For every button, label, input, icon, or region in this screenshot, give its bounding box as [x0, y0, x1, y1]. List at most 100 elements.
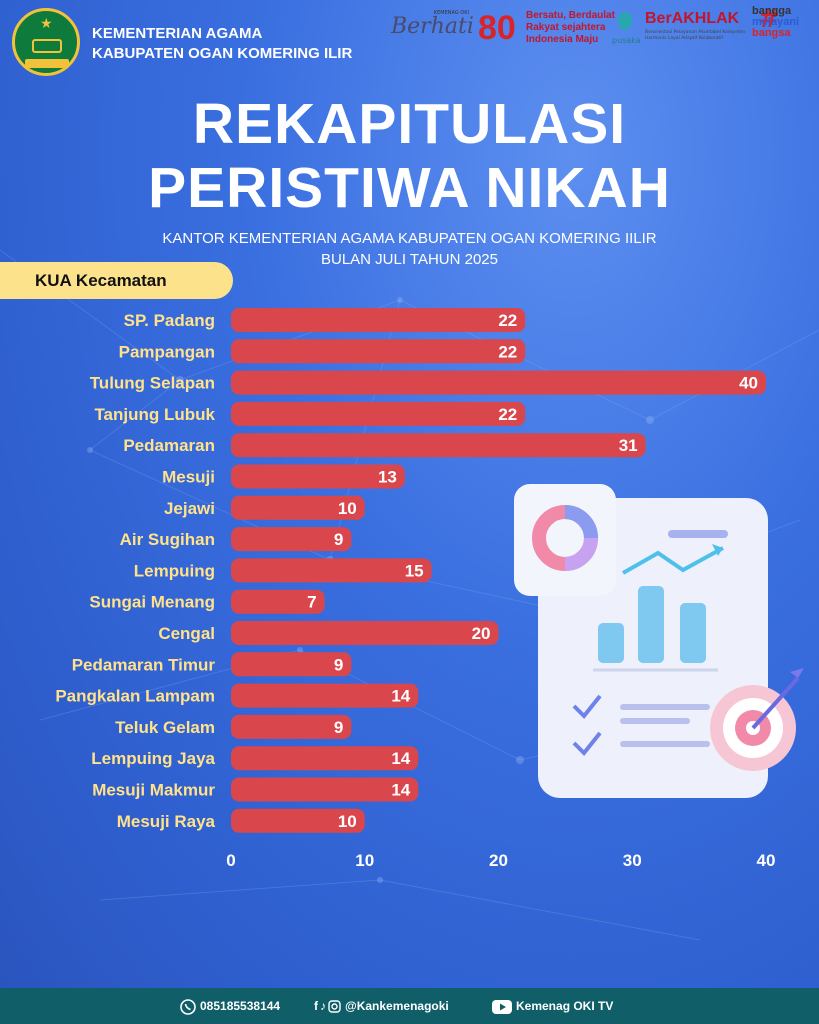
bar-value-label: 14 [391, 749, 410, 768]
mini-bar-1 [598, 623, 624, 663]
category-label: Cengal [158, 624, 215, 643]
category-label: Teluk Gelam [115, 718, 215, 737]
hashtag-icon: # [758, 4, 780, 34]
logo-ribbon [25, 59, 69, 68]
donut-chart-icon [532, 505, 598, 571]
youtube-icon [492, 999, 512, 1014]
subtitle-line-1: KANTOR KEMENTERIAN AGAMA KABUPATEN OGAN … [162, 230, 657, 247]
bar [231, 370, 766, 395]
bangga-melayani-logo: bangga melayani bangsa [752, 6, 799, 39]
footer-phone[interactable]: 085185538144 [180, 988, 280, 1024]
star-icon: ★ [40, 16, 53, 32]
whatsapp-icon [180, 999, 196, 1015]
trend-line [622, 546, 724, 575]
category-label: Jejawi [164, 499, 215, 518]
x-tick-label: 10 [355, 851, 374, 870]
footer-youtube[interactable]: Kemenag OKI TV [492, 988, 613, 1024]
book-icon [32, 39, 62, 53]
kemenag-logo: ★ [12, 8, 80, 76]
phone-number: 085185538144 [200, 999, 281, 1013]
bar [231, 777, 419, 802]
drop-icon [618, 12, 632, 30]
bangsa-word: bangsa [752, 27, 791, 39]
bar [231, 464, 405, 489]
bar [231, 339, 526, 364]
bar-value-label: 9 [334, 530, 343, 549]
title-line-1: REKAPITULASI [192, 92, 627, 156]
bar-value-label: 40 [739, 374, 758, 393]
bar [231, 683, 419, 708]
x-tick-label: 30 [623, 851, 642, 870]
x-tick-label: 20 [489, 851, 508, 870]
bar [231, 621, 499, 645]
facebook-icon: f [314, 999, 318, 1013]
bar-value-label: 14 [391, 687, 410, 706]
category-label: Mesuji [162, 468, 215, 487]
bar-value-label: 22 [498, 311, 517, 330]
youtube-channel: Kemenag OKI TV [516, 999, 614, 1013]
footer-bar: 085185538144 f ♪ @Kankemenagoki Kemenag OK… [0, 988, 819, 1024]
organization-name: KEMENTERIAN AGAMA KABUPATEN OGAN KOMERIN… [92, 24, 352, 64]
bar [231, 714, 352, 739]
footer-social[interactable]: f ♪ @Kankemenagoki [314, 988, 449, 1024]
bar-value-label: 31 [619, 436, 638, 455]
org-line-2: KABUPATEN OGAN KOMERING ILIR [92, 45, 353, 62]
category-label: Tulung Selapan [90, 374, 215, 393]
category-axis-label: KUA Kecamatan [0, 262, 233, 299]
bar-value-label: 22 [498, 405, 517, 424]
melayani-word: melayani [752, 16, 800, 28]
anniversary-tagline: Bersatu, Berdaulat Rakyat sejahtera Indo… [526, 10, 615, 46]
berhati-small-text: KEMENAG OKI [433, 10, 469, 16]
bar-chart: SP. Padang 22 Pampangan 22 Tulung Selapan 40 T… [55, 308, 775, 870]
bar [231, 652, 352, 677]
berakhlak-logo: BerAKHLAK [645, 10, 740, 27]
bar [231, 808, 365, 833]
tiktok-icon: ♪ [320, 999, 326, 1013]
bar [231, 401, 526, 426]
subtitle-line-2: BULAN JULI TAHUN 2025 [320, 251, 498, 268]
report-illustration [514, 484, 804, 798]
category-label: Pedamaran [123, 436, 215, 455]
org-line-1: KEMENTERIAN AGAMA [92, 25, 263, 42]
category-label: Lempuing Jaya [91, 749, 215, 768]
category-label: Pampangan [119, 342, 215, 361]
bar-value-label: 13 [378, 468, 397, 487]
berhati-logo: KEMENAG OKI Berhati [385, 10, 474, 44]
arrow-icon [712, 544, 723, 556]
check-icon [572, 694, 602, 719]
header-line [668, 530, 728, 538]
title-line-2: PERISTIWA NIKAH [148, 156, 671, 220]
category-label: Lempuing [134, 561, 215, 580]
category-label: Mesuji Makmur [92, 781, 215, 800]
bar-value-label: 20 [472, 624, 491, 643]
tagline-line-2: Rakyat sejahtera [526, 22, 606, 33]
instagram-icon [328, 1000, 341, 1014]
bar-value-label: 9 [334, 655, 343, 674]
bangga-word: bangga [752, 5, 792, 17]
pie-card [514, 484, 616, 596]
berhati-script-text: Berhati [391, 14, 474, 39]
bar-value-label: 14 [391, 781, 410, 800]
category-label: Air Sugihan [120, 530, 215, 549]
berakhlak-subtext: Berorientasi Pelayanan Akuntabel Kompete… [645, 30, 746, 41]
category-label: Tanjung Lubuk [94, 405, 215, 424]
category-label: Pangkalan Lampam [55, 687, 215, 706]
bar [231, 495, 365, 520]
mini-bar-3 [680, 603, 706, 663]
bar [231, 589, 325, 614]
pusaka-text: pusaka [612, 36, 641, 45]
bar [231, 308, 526, 332]
bar-value-label: 10 [338, 499, 357, 518]
pusaka-logo: pusaka [612, 10, 641, 50]
anniversary-80-badge: 80 [478, 9, 516, 47]
social-handle: @Kankemenagoki [345, 999, 449, 1013]
x-tick-label: 0 [226, 851, 235, 870]
bar-value-label: 15 [405, 561, 424, 580]
bar-value-label: 22 [498, 342, 517, 361]
bar-value-label: 10 [338, 812, 357, 831]
bar [231, 746, 419, 771]
check-icon-2 [572, 731, 602, 756]
bar-value-label: 9 [334, 718, 343, 737]
category-label: SP. Padang [124, 311, 215, 330]
mini-bar-2 [638, 586, 664, 663]
